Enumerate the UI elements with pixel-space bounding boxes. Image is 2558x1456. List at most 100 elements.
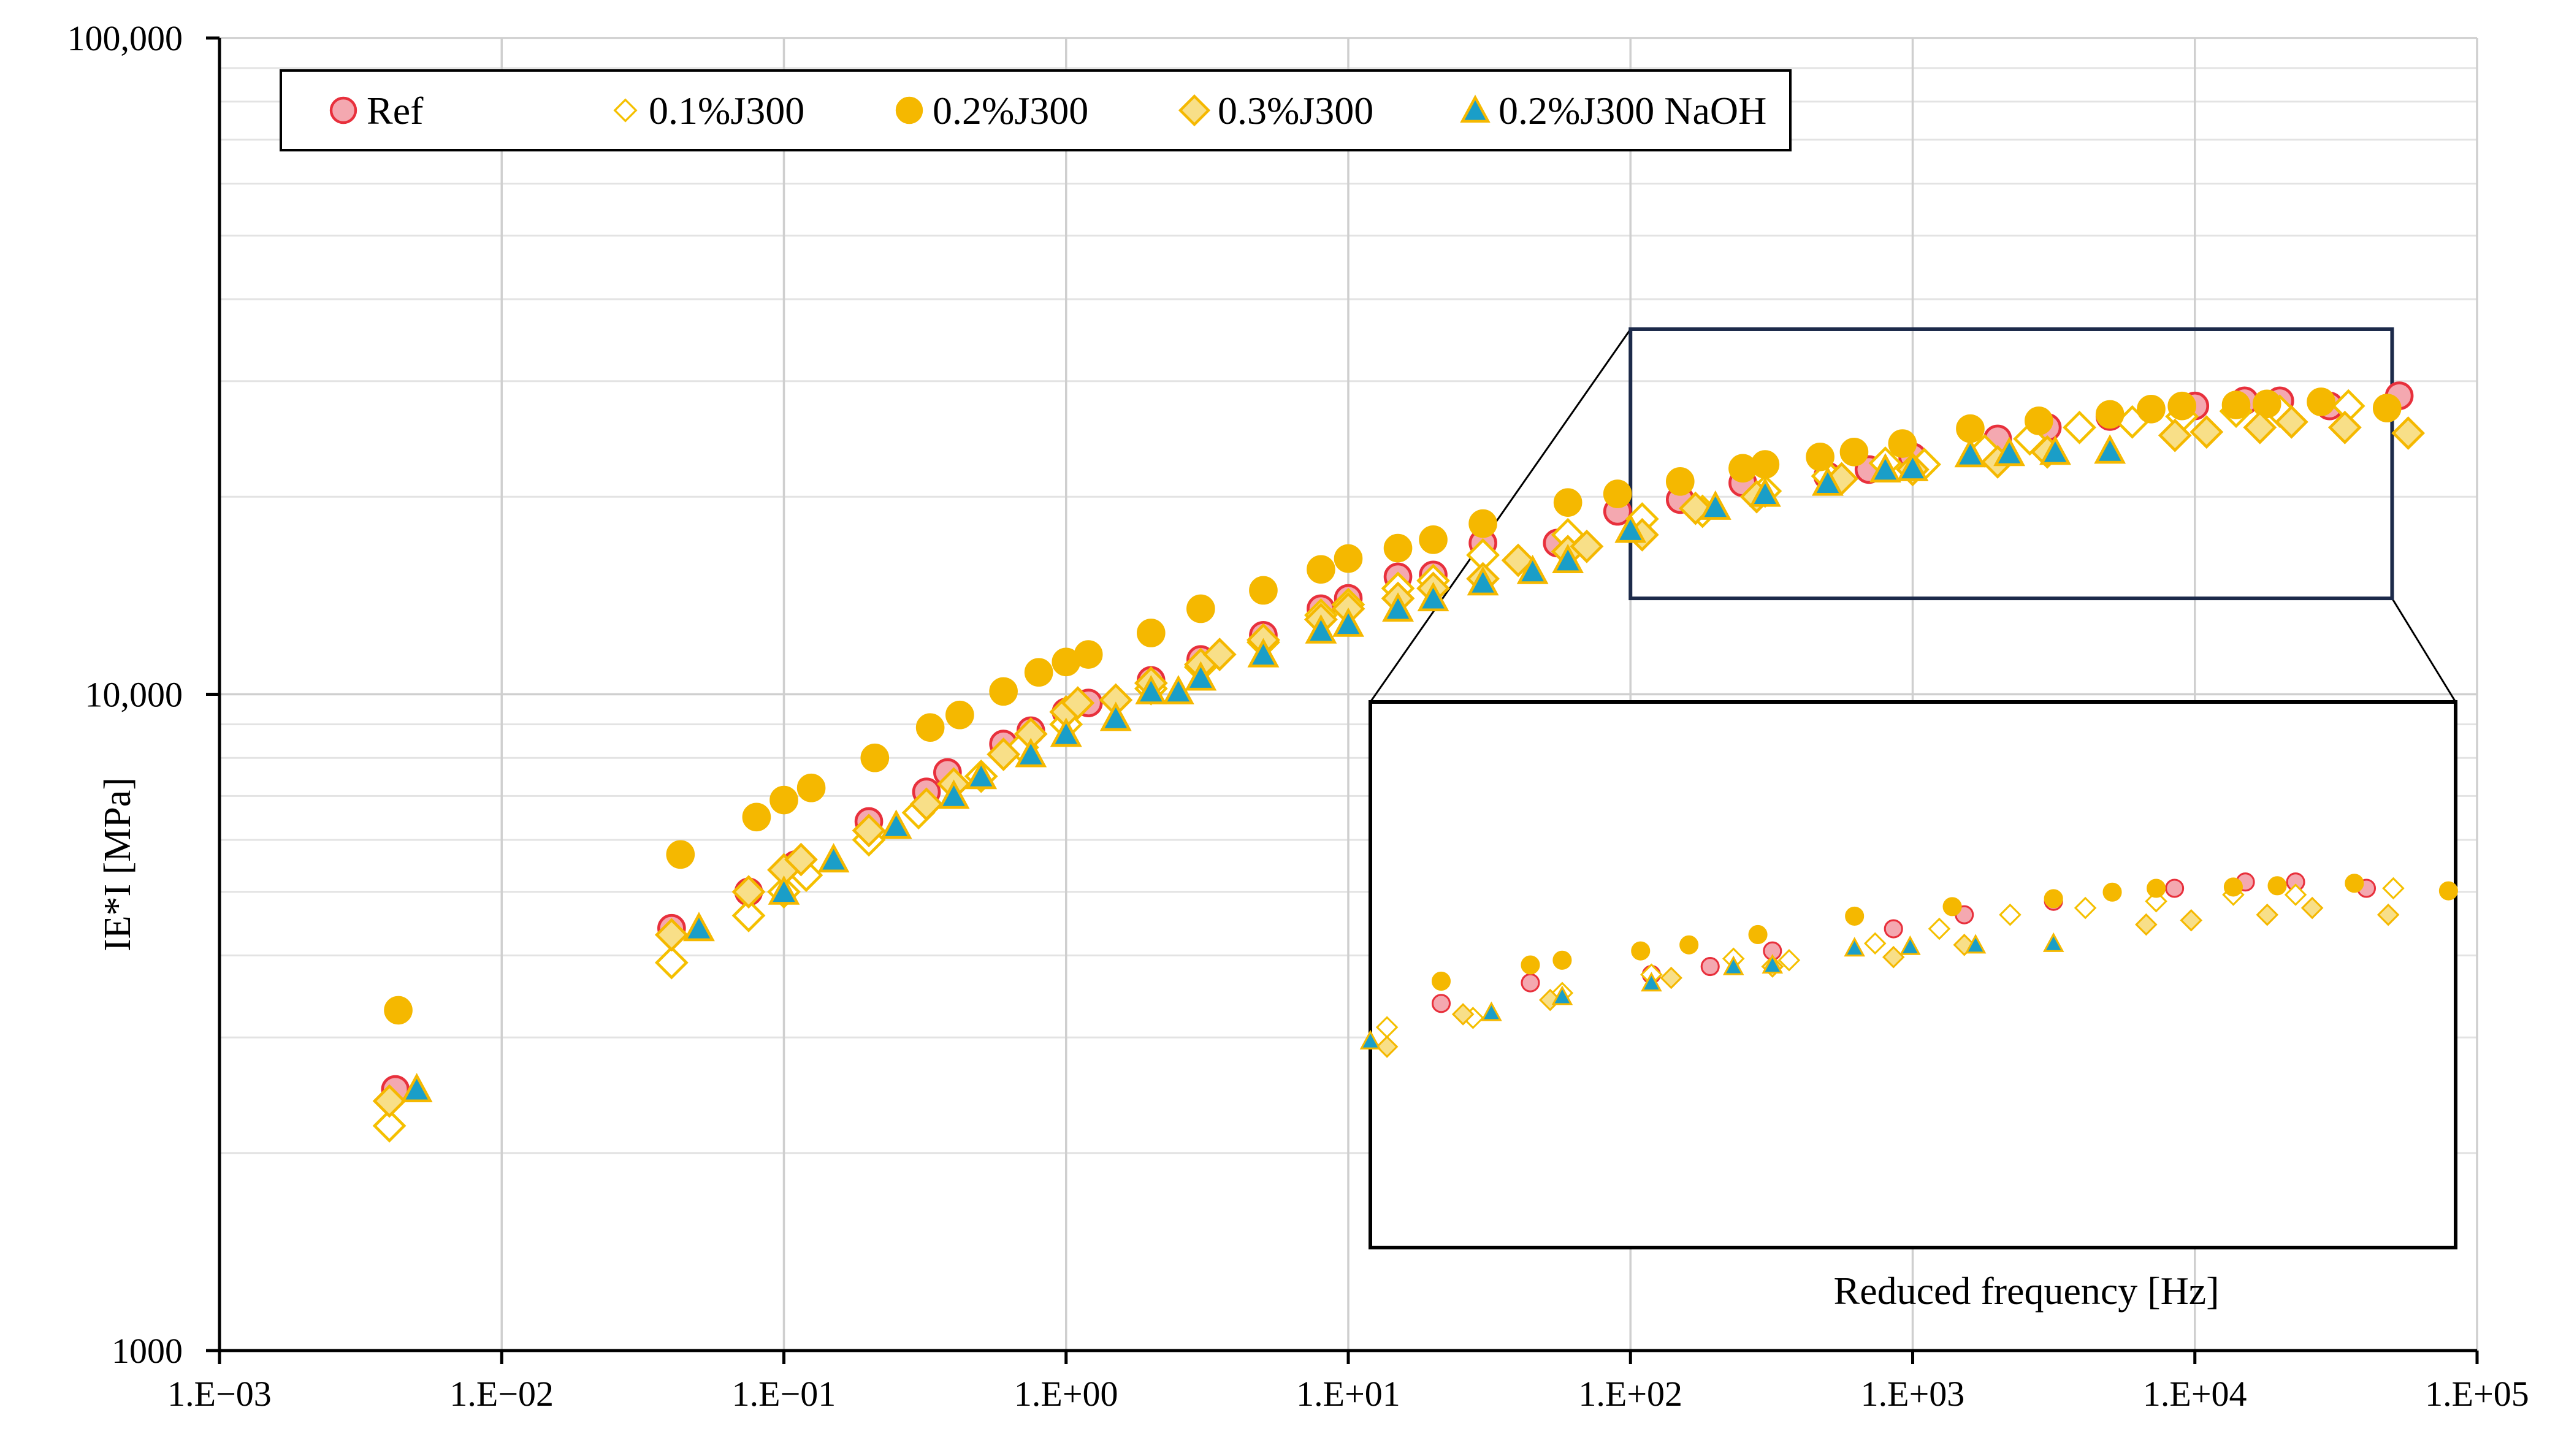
inset-data-point bbox=[1884, 919, 1903, 939]
data-point bbox=[1024, 658, 1053, 687]
data-point bbox=[1419, 525, 1448, 554]
data-point bbox=[1050, 717, 1082, 747]
inset-data-point bbox=[2135, 913, 2158, 936]
inset-x-axis-label: Reduced frequency [Hz] bbox=[1834, 1269, 2220, 1313]
inset-data-point bbox=[1481, 1001, 1502, 1021]
legend-label: 0.2%J300 bbox=[933, 89, 1088, 132]
data-point bbox=[1383, 533, 1413, 563]
zoom-connector-line bbox=[1369, 329, 1632, 703]
inset-series-0-2-j300-naoh bbox=[1359, 932, 2064, 1050]
x-tick-label: 1.E−01 bbox=[732, 1374, 836, 1414]
data-point bbox=[1468, 509, 1497, 538]
legend-entry: 0.2%J300 NaOH bbox=[1460, 89, 1766, 132]
data-point bbox=[1869, 453, 1901, 482]
data-point bbox=[2158, 418, 2192, 452]
series-0-2-j300-naoh bbox=[400, 434, 2126, 1103]
data-point bbox=[1099, 701, 1132, 731]
inset-series-0-2-j300 bbox=[1431, 874, 2458, 991]
legend-entry: 0.1%J300 bbox=[613, 89, 804, 132]
data-point bbox=[1896, 451, 1929, 481]
legend-label: 0.1%J300 bbox=[649, 89, 804, 132]
inset-data-point bbox=[1431, 971, 1451, 991]
data-point bbox=[1202, 638, 1237, 671]
inset-data-point bbox=[1551, 985, 1573, 1005]
legend-marker bbox=[613, 98, 638, 123]
data-point bbox=[945, 700, 974, 730]
inset-data-point bbox=[1679, 935, 1699, 955]
data-point bbox=[1015, 738, 1047, 768]
data-point bbox=[1751, 450, 1780, 479]
inset-data-point bbox=[1521, 973, 1540, 993]
inset-data-point bbox=[1844, 937, 1865, 957]
data-point bbox=[817, 843, 850, 873]
zoom-connector-line bbox=[2391, 598, 2457, 703]
data-point bbox=[683, 912, 715, 942]
legend: Ref 0.1%J300 0.2%J300 0.3%J300 0.2%J300 NaOH bbox=[280, 69, 1792, 151]
data-point bbox=[1749, 477, 1781, 507]
inset-data-point bbox=[1359, 1029, 1381, 1050]
data-point bbox=[1516, 554, 1549, 584]
data-point bbox=[2039, 435, 2071, 465]
data-point bbox=[1467, 566, 1499, 596]
inset-data-point bbox=[1882, 945, 1905, 969]
data-point bbox=[1307, 555, 1335, 584]
legend-label: 0.3%J300 bbox=[1218, 89, 1373, 132]
inset-data-point bbox=[2147, 879, 2166, 898]
inset-data-point bbox=[2267, 876, 2287, 896]
inset-data-point bbox=[1748, 924, 1768, 944]
data-point bbox=[987, 738, 1021, 771]
data-point bbox=[1501, 543, 1535, 577]
inset-data-point bbox=[2345, 874, 2364, 893]
legend-box bbox=[280, 69, 1792, 151]
data-point bbox=[1074, 640, 1103, 669]
x-tick-label: 1.E+03 bbox=[1861, 1374, 1965, 1414]
y-tick-label: 100,000 bbox=[67, 18, 183, 58]
data-point bbox=[2274, 405, 2308, 439]
y-tick-label: 1000 bbox=[112, 1331, 183, 1371]
data-point bbox=[1812, 466, 1844, 496]
data-point bbox=[860, 743, 890, 772]
legend-label: Ref bbox=[367, 89, 424, 132]
data-point bbox=[784, 842, 818, 877]
inset-data-point bbox=[1999, 903, 2022, 926]
inset-data-point bbox=[2044, 889, 2063, 909]
y-axis-title: IE*I [MPa] bbox=[97, 777, 139, 951]
data-point bbox=[1806, 442, 1835, 471]
data-point bbox=[1888, 429, 1917, 458]
inset-data-point bbox=[1375, 1035, 1399, 1058]
data-point bbox=[1553, 488, 1583, 517]
inset-data-point bbox=[1700, 957, 1720, 977]
data-point bbox=[2252, 389, 2281, 419]
inset-data-point bbox=[2438, 881, 2458, 901]
inset-data-point bbox=[1451, 1003, 1475, 1026]
data-point bbox=[1603, 479, 1632, 508]
inset-data-point bbox=[1762, 954, 1784, 974]
data-point bbox=[1334, 544, 1363, 573]
data-point bbox=[742, 802, 771, 832]
data-point bbox=[2190, 415, 2224, 449]
data-point bbox=[1332, 607, 1364, 637]
legend-label: 0.2%J300 NaOH bbox=[1499, 89, 1766, 132]
x-tick-label: 1.E+02 bbox=[1578, 1374, 1682, 1414]
data-point bbox=[909, 787, 944, 821]
data-point bbox=[2243, 410, 2277, 444]
legend-marker bbox=[1178, 94, 1211, 127]
inset-frame bbox=[1369, 700, 2457, 1249]
data-point bbox=[1247, 638, 1280, 668]
inset-data-point bbox=[1631, 941, 1651, 961]
inset-zoom-panel bbox=[1359, 700, 2458, 1249]
inset-data-point bbox=[1552, 950, 1572, 970]
inset-data-point bbox=[2256, 903, 2279, 926]
main-plot-markers bbox=[372, 381, 2426, 1143]
zoom-region-box bbox=[1628, 327, 2394, 601]
inset-data-point bbox=[1928, 917, 1951, 940]
data-point bbox=[654, 918, 689, 952]
inset-data-point bbox=[2377, 903, 2400, 926]
data-point bbox=[852, 814, 886, 848]
data-point bbox=[2063, 410, 2096, 444]
data-point bbox=[2137, 394, 2166, 424]
inset-data-point bbox=[2300, 896, 2324, 920]
inset-data-point bbox=[2180, 909, 2203, 932]
